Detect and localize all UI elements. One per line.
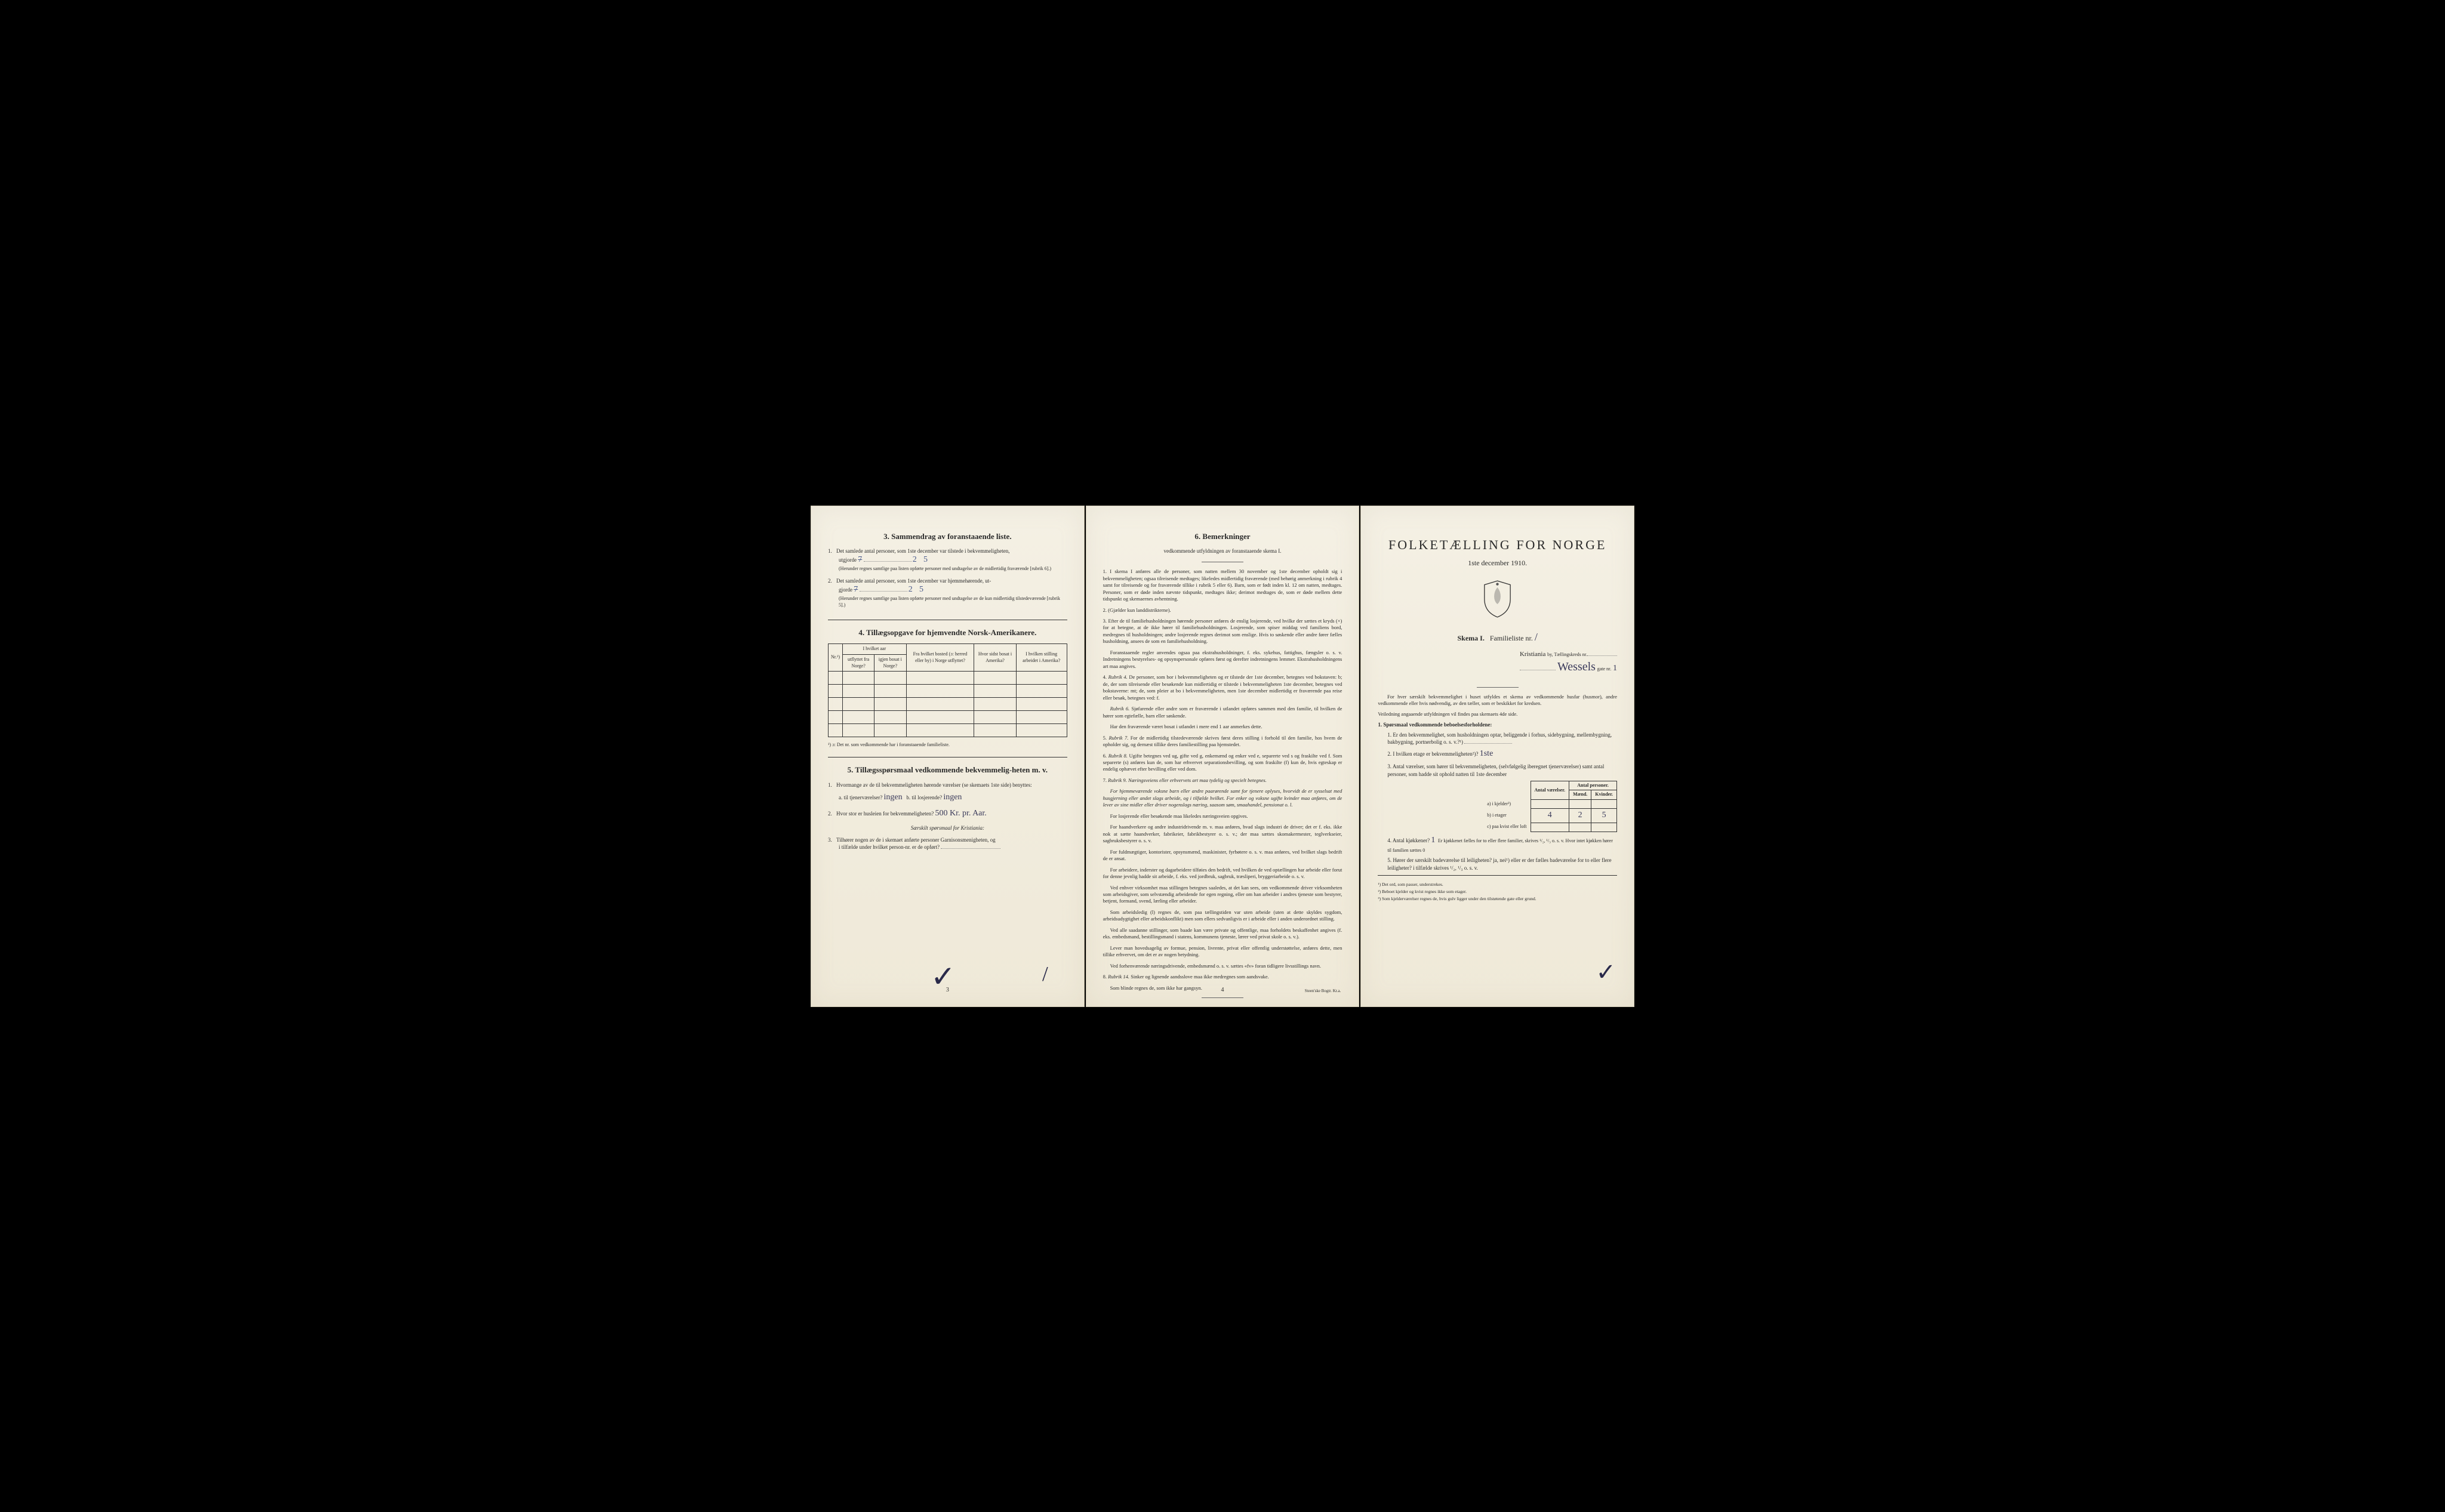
amerikanere-table: Nr.¹) I hvilket aar Fra hvilket bosted (… xyxy=(828,643,1067,737)
intro-para: For hver særskilt bekvemmelighet i huset… xyxy=(1378,694,1617,707)
page-number-3: 3 xyxy=(946,986,949,994)
q5-2: 2.Hvor stor er husleien for bekvemmeligh… xyxy=(828,808,1067,820)
hand-husleie: 500 Kr. pr. Aar. xyxy=(935,808,986,820)
check-mark-icon: ✓ xyxy=(931,957,956,997)
hand-tilstede-3: 5 xyxy=(923,555,928,566)
census-title: FOLKETÆLLING FOR NORGE xyxy=(1378,536,1617,554)
kristiania-subhead: Særskilt spørsmaal for Kristiania: xyxy=(828,824,1067,832)
page-3: 3. Sammendrag av foranstaaende liste. 1.… xyxy=(811,506,1085,1007)
q5-3: 3.Tilhører nogen av de i skemaet anførte… xyxy=(828,836,1067,851)
hand-street-nr: 1 xyxy=(1613,663,1617,675)
q3-2: 2.Det samlede antal personer, som 1ste d… xyxy=(828,577,1067,609)
hand-hjem-1: 7 xyxy=(854,584,858,596)
hand-hjem-2: 2 xyxy=(909,584,913,596)
skema-line: Skema I. Familieliste nr. / xyxy=(1378,630,1617,644)
guide-para: Veiledning angaaende utfyldningen vil fi… xyxy=(1378,711,1617,717)
section-3-title: 3. Sammendrag av foranstaaende liste. xyxy=(828,531,1067,542)
footnotes: ¹) Det ord, som passer, understrekes. ²)… xyxy=(1378,882,1617,902)
hand-women: 5 xyxy=(1602,810,1606,821)
hand-tilstede-1: 7 xyxy=(858,555,862,566)
coat-of-arms-icon xyxy=(1378,580,1617,620)
hand-etage: 1ste xyxy=(1480,749,1494,760)
hand-kjokken: 1 xyxy=(1431,835,1435,846)
hand-men: 2 xyxy=(1578,810,1582,821)
census-document: 3. Sammendrag av foranstaaende liste. 1.… xyxy=(811,506,1634,1007)
table-footnote: ¹) ɔ: Det nr. som vedkommende har i fora… xyxy=(828,742,1067,749)
hand-familieliste-nr: / xyxy=(1535,630,1538,644)
section-6-title: 6. Bemerkninger xyxy=(1103,531,1342,542)
location-line: Kristiania by, Tællingskreds nr. Wessels… xyxy=(1378,650,1617,675)
hand-rooms: 4 xyxy=(1548,810,1552,821)
section-5-title: 5. Tillægsspørsmaal vedkommende bekvemme… xyxy=(828,765,1067,775)
slash-mark-icon: / xyxy=(1042,960,1048,988)
hand-tilstede-2: 2 xyxy=(913,555,917,566)
hand-losjerende: ingen xyxy=(943,792,962,803)
printer-imprint: Steen'ske Bogtr. Kr.a. xyxy=(1305,989,1341,994)
hand-street: Wessels xyxy=(1557,659,1596,675)
section-4-title: 4. Tillægsopgave for hjemvendte Norsk-Am… xyxy=(828,627,1067,638)
page-cover: FOLKETÆLLING FOR NORGE 1ste december 191… xyxy=(1360,506,1634,1007)
rooms-table: Antal værelser. Antal personer. Mænd. Kv… xyxy=(1483,781,1617,832)
page-4: 6. Bemerkninger vedkommende utfyldningen… xyxy=(1086,506,1360,1007)
section-6-sub: vedkommende utfyldningen av foranstaaend… xyxy=(1103,547,1342,555)
census-date: 1ste december 1910. xyxy=(1378,558,1617,568)
page-number-4: 4 xyxy=(1221,986,1224,994)
check-mark-right-icon: ✓ xyxy=(1596,956,1616,989)
hand-tjener: ingen xyxy=(883,792,902,803)
q3-1: 1.Det samlede antal personer, som 1ste d… xyxy=(828,547,1067,572)
hand-hjem-3: 5 xyxy=(919,584,923,596)
q5-1: 1.Hvormange av de til bekvemmeligheten h… xyxy=(828,781,1067,803)
